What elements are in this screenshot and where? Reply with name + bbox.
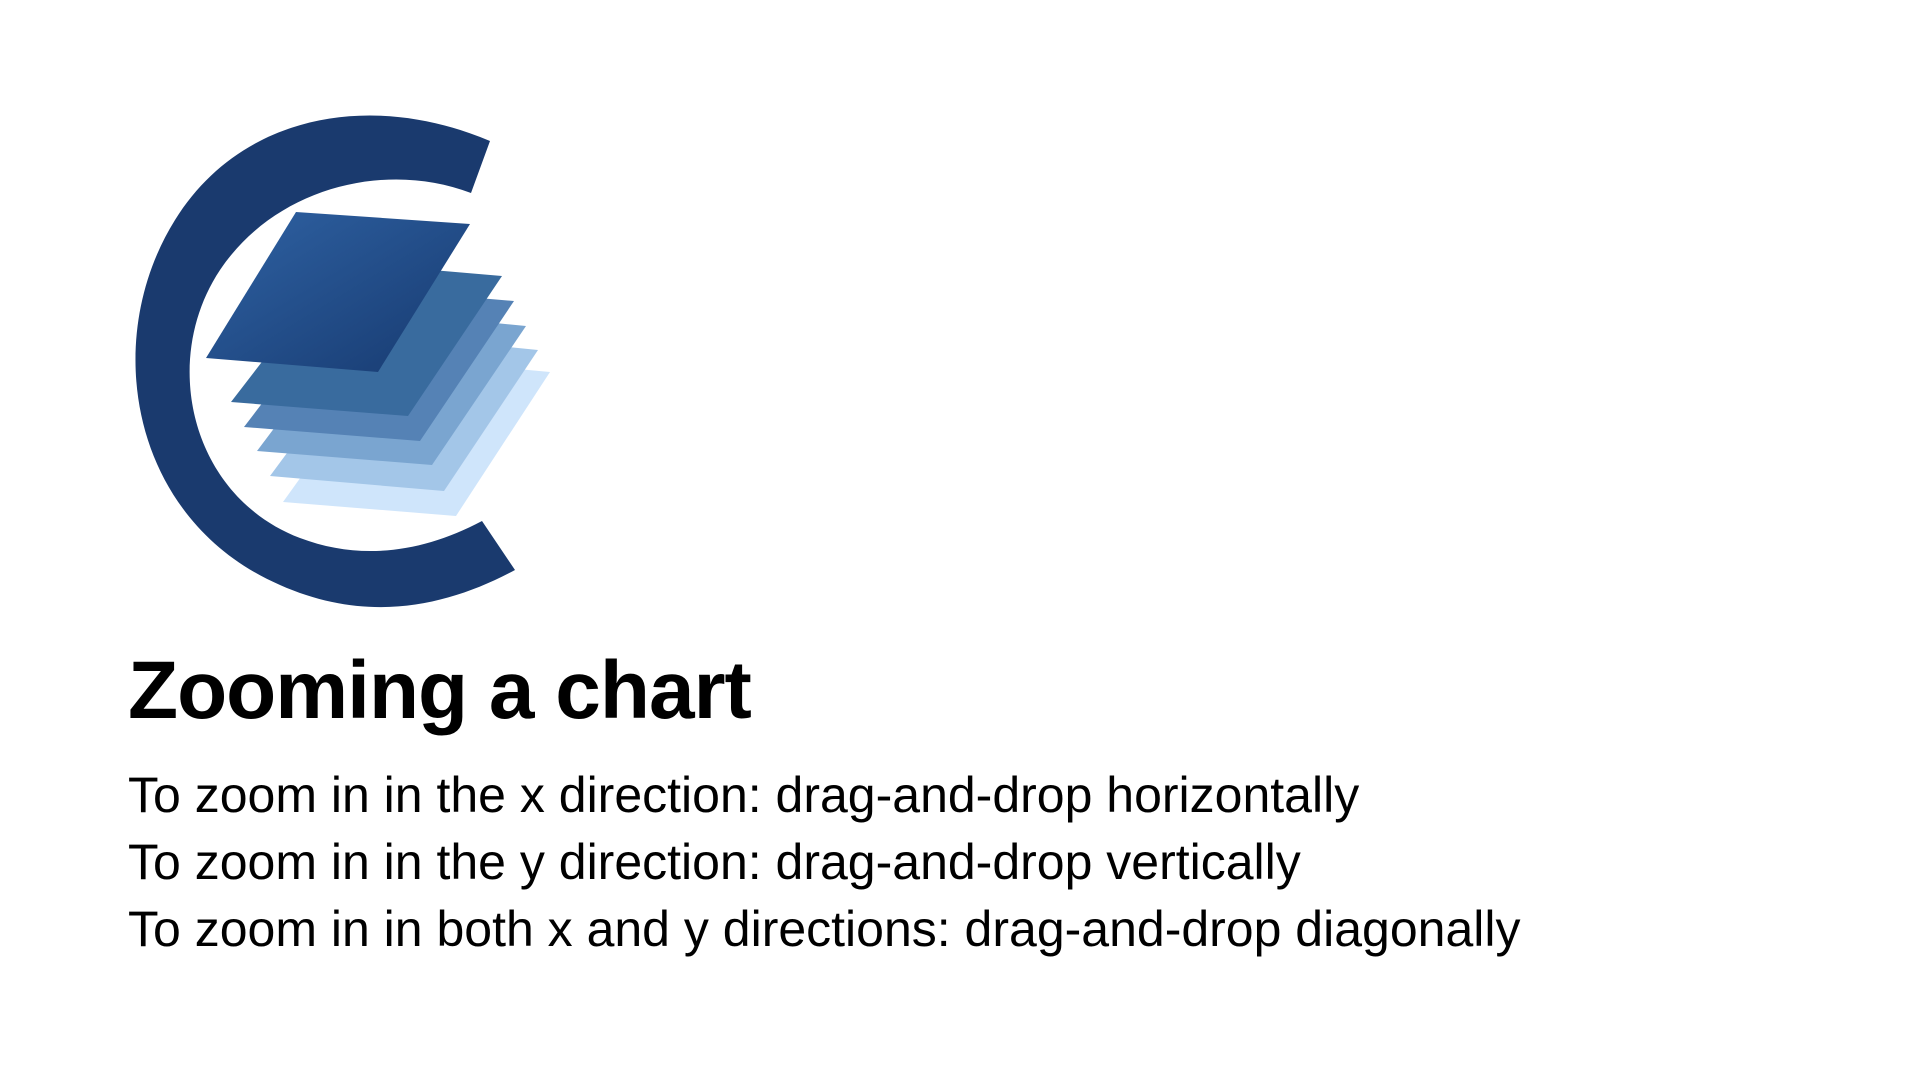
c-ring-shape: [135, 115, 515, 608]
page-title: Zooming a chart: [128, 645, 752, 736]
instruction-y-direction: To zoom in in the y direction: drag-and-…: [128, 834, 1301, 890]
instruction-xy-directions: To zoom in in both x and y directions: d…: [128, 901, 1521, 957]
instruction-list: To zoom in in the x direction: drag-and-…: [128, 762, 1520, 963]
layer-1-shape: [206, 212, 470, 372]
instruction-x-direction: To zoom in in the x direction: drag-and-…: [128, 767, 1360, 823]
logo-icon: [120, 110, 560, 620]
